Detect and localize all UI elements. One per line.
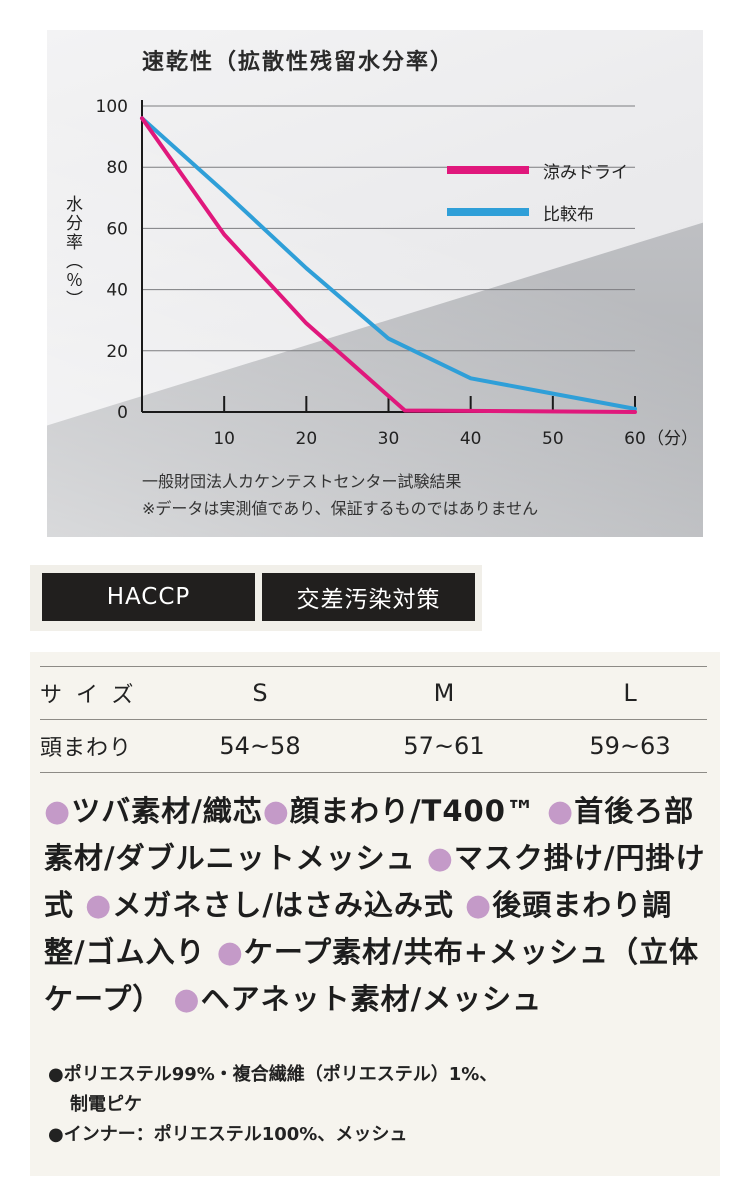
bullet-dot: ● <box>173 982 201 1017</box>
legend-swatch-comparison <box>447 208 529 216</box>
badge-strip: HACCP 交差汚染対策 <box>30 565 482 631</box>
y-tick-label: 100 <box>96 97 128 117</box>
material-line-inner: ●インナー：ポリエステル100%、メッシュ <box>48 1124 408 1145</box>
bullet-dot: ● <box>547 794 575 829</box>
materials-list: ●ポリエステル99%・複合繊維（ポリエステル）1%、 制電ピケ ●インナー：ポリ… <box>48 1060 708 1150</box>
size-m: M <box>433 679 455 707</box>
x-tick-label: 20 <box>296 429 318 449</box>
bullet-dot: ● <box>262 794 290 829</box>
x-tick-label: 60 <box>624 429 646 449</box>
head-size-label: 頭まわり <box>40 736 133 761</box>
feature-item: 首後ろ部素材/ダブルニットメッシュ <box>44 794 695 875</box>
bullet-dot: ● <box>426 841 454 876</box>
chart-notes: 一般財団法人カケンテストセンター試験結果 ※データは実測値であり、保証するもので… <box>142 468 538 522</box>
x-axis-label: （分） <box>647 429 698 449</box>
chart-legend: 涼みドライ 比較布 <box>447 158 628 242</box>
material-line-main: ●ポリエステル99%・複合繊維（ポリエステル）1%、 <box>48 1064 498 1085</box>
feature-item: ケープ素材/共布+メッシュ（立体ケープ） <box>44 935 700 1016</box>
feature-item: 後頭まわり調整/ゴム入り <box>44 888 673 969</box>
x-tick-label: 40 <box>460 429 482 449</box>
x-tick-label: 10 <box>213 429 235 449</box>
y-tick-label: 60 <box>106 219 128 239</box>
size-s: S <box>252 679 268 707</box>
feature-item: メガネさし/はさみ込み式 <box>112 888 454 922</box>
series-line <box>140 116 637 414</box>
y-axis-label: 水分率（％） <box>62 195 82 309</box>
head-size-row: 頭まわり 54~58 57~61 59~63 <box>40 720 707 773</box>
bullet-dot: ● <box>465 888 493 923</box>
cross-contamination-badge: 交差汚染対策 <box>262 573 475 621</box>
size-l: L <box>623 679 637 707</box>
feature-list: ●ツバ素材/織芯●顔まわり/T400™ ●首後ろ部素材/ダブルニットメッシュ ●… <box>44 788 712 1023</box>
chart-panel: 100 80 60 40 20 0 10 20 30 40 50 60 （分） 速乾性（拡散性残留水分率… <box>47 30 703 537</box>
feature-item: マスク掛け/円掛け式 <box>44 841 706 922</box>
legend-swatch-suzumi-dry <box>447 166 529 174</box>
legend-label: 比較布 <box>543 204 594 225</box>
haccp-badge: HACCP <box>42 573 255 621</box>
y-tick-label: 80 <box>106 158 128 178</box>
chart-title: 速乾性（拡散性残留水分率） <box>142 50 455 75</box>
spec-section: サイズ S M L 頭まわり 54~58 57~61 59~63 ●ツバ素材/織… <box>30 652 720 1176</box>
size-header-row: サイズ S M L <box>40 666 707 720</box>
x-tick-label: 50 <box>542 429 564 449</box>
head-size-m: 57~61 <box>403 732 485 760</box>
feature-item: 顔まわり/T400™ <box>289 794 536 828</box>
feature-item: ツバ素材/織芯 <box>71 794 263 828</box>
head-size-l: 59~63 <box>589 732 671 760</box>
bullet-dot: ● <box>44 794 72 829</box>
legend-label: 涼みドライ <box>543 162 628 183</box>
y-tick-label: 40 <box>106 281 128 301</box>
size-header-label: サイズ <box>40 683 148 708</box>
disclaimer-note: ※データは実測値であり、保証するものではありません <box>142 499 539 518</box>
head-size-s: 54~58 <box>219 732 301 760</box>
feature-item: ヘアネット素材/メッシュ <box>200 982 543 1016</box>
bullet-dot: ● <box>85 888 113 923</box>
legend-item-suzumi-dry: 涼みドライ <box>447 158 628 183</box>
series-line <box>140 116 637 411</box>
test-source-note: 一般財団法人カケンテストセンター試験結果 <box>142 472 462 491</box>
x-tick-label: 30 <box>378 429 400 449</box>
size-table: サイズ S M L 頭まわり 54~58 57~61 59~63 <box>40 666 707 773</box>
y-tick-label: 20 <box>106 342 128 362</box>
y-tick-label: 0 <box>117 403 128 423</box>
bullet-dot: ● <box>216 935 244 970</box>
material-line-main-cont: 制電ピケ <box>70 1094 142 1115</box>
legend-item-comparison: 比較布 <box>447 200 628 225</box>
background-highlight <box>47 30 703 537</box>
